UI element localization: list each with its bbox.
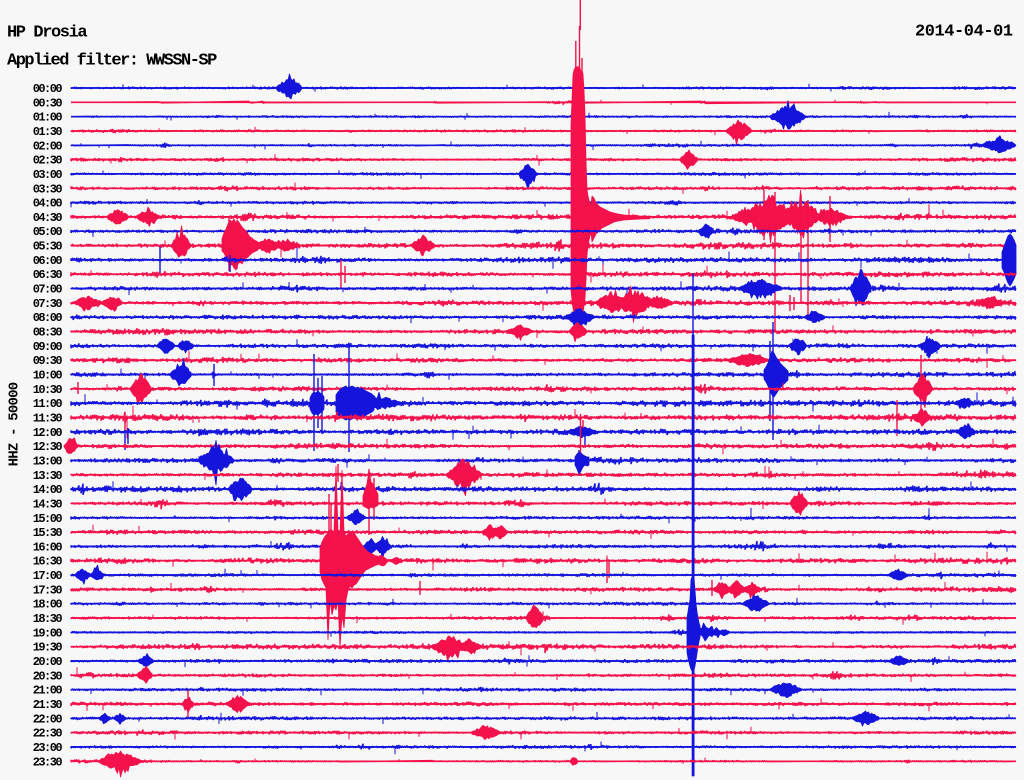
svg-text:02:30: 02:30 (33, 154, 63, 168)
svg-text:14:00: 14:00 (33, 483, 63, 497)
svg-text:05:30: 05:30 (33, 240, 63, 254)
svg-text:00:30: 00:30 (33, 96, 63, 110)
svg-text:08:00: 08:00 (33, 311, 63, 325)
svg-text:19:30: 19:30 (33, 641, 63, 655)
svg-text:03:30: 03:30 (33, 182, 63, 196)
svg-text:01:00: 01:00 (33, 111, 63, 125)
svg-text:23:00: 23:00 (33, 741, 63, 755)
svg-text:20:30: 20:30 (33, 669, 63, 683)
svg-text:13:00: 13:00 (33, 454, 63, 468)
svg-text:17:30: 17:30 (33, 583, 63, 597)
svg-text:09:00: 09:00 (33, 340, 63, 354)
svg-text:06:30: 06:30 (33, 268, 63, 282)
svg-text:10:00: 10:00 (33, 369, 63, 383)
svg-text:21:00: 21:00 (33, 684, 63, 698)
svg-text:12:30: 12:30 (33, 440, 63, 454)
svg-text:15:30: 15:30 (33, 526, 63, 540)
svg-text:02:00: 02:00 (33, 139, 63, 153)
svg-text:15:00: 15:00 (33, 512, 63, 526)
svg-text:01:30: 01:30 (33, 125, 63, 139)
svg-text:22:30: 22:30 (33, 727, 63, 741)
svg-text:HHZ - 50000: HHZ - 50000 (7, 382, 23, 466)
svg-text:21:30: 21:30 (33, 698, 63, 712)
svg-text:03:00: 03:00 (33, 168, 63, 182)
svg-text:2014-04-01: 2014-04-01 (915, 23, 1013, 42)
svg-text:18:30: 18:30 (33, 612, 63, 626)
svg-text:13:30: 13:30 (33, 469, 63, 483)
svg-text:16:00: 16:00 (33, 540, 63, 554)
svg-text:14:30: 14:30 (33, 497, 63, 511)
svg-text:16:30: 16:30 (33, 555, 63, 569)
svg-text:08:30: 08:30 (33, 326, 63, 340)
svg-text:12:00: 12:00 (33, 426, 63, 440)
svg-text:11:00: 11:00 (33, 397, 63, 411)
svg-text:07:30: 07:30 (33, 297, 63, 311)
svg-text:18:00: 18:00 (33, 598, 63, 612)
svg-text:00:00: 00:00 (33, 82, 63, 96)
svg-text:Applied filter: WWSSN-SP: Applied filter: WWSSN-SP (7, 52, 217, 71)
svg-text:20:00: 20:00 (33, 655, 63, 669)
svg-text:06:00: 06:00 (33, 254, 63, 268)
svg-text:19:00: 19:00 (33, 626, 63, 640)
svg-text:HP Drosia: HP Drosia (7, 24, 87, 43)
svg-text:09:30: 09:30 (33, 354, 63, 368)
svg-text:11:30: 11:30 (33, 412, 63, 426)
svg-text:04:30: 04:30 (33, 211, 63, 225)
svg-text:10:30: 10:30 (33, 383, 63, 397)
svg-text:22:00: 22:00 (33, 712, 63, 726)
svg-text:04:00: 04:00 (33, 197, 63, 211)
svg-text:23:30: 23:30 (33, 755, 63, 769)
svg-text:17:00: 17:00 (33, 569, 63, 583)
svg-text:07:00: 07:00 (33, 283, 63, 297)
svg-text:05:00: 05:00 (33, 225, 63, 239)
